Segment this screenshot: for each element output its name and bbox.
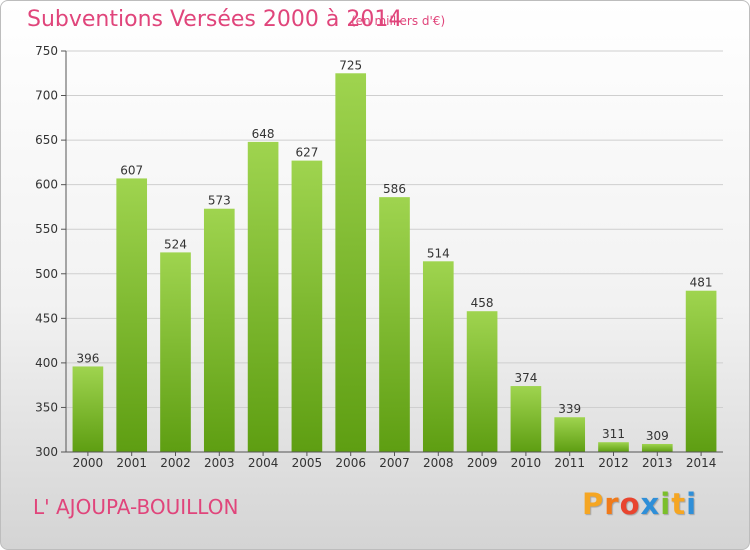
bar <box>379 197 410 452</box>
x-tick-label: 2002 <box>160 456 191 470</box>
x-tick-label: 2007 <box>379 456 410 470</box>
commune-name: L' AJOUPA-BOUILLON <box>33 495 239 519</box>
proxiti-logo[interactable]: Proxiti <box>582 487 697 521</box>
x-tick-label: 2000 <box>73 456 104 470</box>
y-tick-label: 550 <box>35 222 58 236</box>
bar-value-label: 627 <box>295 146 318 160</box>
bar-value-label: 311 <box>602 427 625 441</box>
bar <box>203 208 235 452</box>
bar-value-label: 339 <box>558 402 581 416</box>
y-tick-label: 300 <box>35 445 58 459</box>
y-tick-label: 500 <box>35 267 58 281</box>
x-tick-label: 2004 <box>248 456 279 470</box>
bar-value-label: 586 <box>383 182 406 196</box>
bars <box>72 73 717 453</box>
y-tick-label: 700 <box>35 89 58 103</box>
bar-value-label: 458 <box>471 296 494 310</box>
bar-value-label: 607 <box>120 163 143 177</box>
y-tick-label: 400 <box>35 356 58 370</box>
x-tick-label: 2013 <box>642 456 673 470</box>
bar-value-label: 524 <box>164 237 187 251</box>
bar <box>291 160 323 452</box>
logo-letter: r <box>604 487 620 521</box>
bar <box>554 417 586 452</box>
y-tick-label: 350 <box>35 400 58 414</box>
bar-value-label: 573 <box>208 194 231 208</box>
y-tick-label: 450 <box>35 311 58 325</box>
logo-letter: P <box>582 487 605 521</box>
bar-value-label: 309 <box>646 429 669 443</box>
chart-title: Subventions Versées 2000 à 2014 <box>27 7 403 32</box>
x-tick-label: 2001 <box>116 456 147 470</box>
bar <box>72 366 104 452</box>
x-tick-label: 2005 <box>292 456 323 470</box>
logo-letter: i <box>686 487 698 521</box>
x-tick-label: 2009 <box>467 456 498 470</box>
bar-value-label: 396 <box>76 351 99 365</box>
bar <box>466 311 498 452</box>
x-tick-label: 2012 <box>598 456 629 470</box>
bar-value-label: 481 <box>690 276 713 290</box>
y-tick-label: 750 <box>35 44 58 58</box>
bar-value-label: 648 <box>252 127 275 141</box>
x-tick-label: 2010 <box>511 456 542 470</box>
logo-letter: i <box>660 487 672 521</box>
logo-letter: o <box>619 487 641 521</box>
bar-value-label: 514 <box>427 246 450 260</box>
logo-letter: x <box>640 487 661 521</box>
bar-value-label: 725 <box>339 58 362 72</box>
bar <box>247 141 279 453</box>
bar <box>422 261 454 452</box>
x-tick-label: 2006 <box>335 456 366 470</box>
bar <box>510 386 542 452</box>
bar <box>335 73 367 453</box>
bar <box>641 443 673 452</box>
x-tick-label: 2014 <box>686 456 717 470</box>
bar <box>160 252 191 452</box>
x-tick-label: 2003 <box>204 456 235 470</box>
y-tick-label: 600 <box>35 178 58 192</box>
chart-subtitle: (en milliers d'€) <box>351 14 446 28</box>
bar <box>116 178 148 452</box>
x-tick-label: 2008 <box>423 456 454 470</box>
y-tick-label: 650 <box>35 133 58 147</box>
bar <box>685 290 717 452</box>
labels: 300 350 400 450 500 550 600 650 700 750 396 2000 607… <box>35 44 716 470</box>
logo-letter: t <box>671 487 687 521</box>
bar <box>598 442 629 452</box>
x-tick-label: 2011 <box>554 456 585 470</box>
bar-value-label: 374 <box>514 371 537 385</box>
axes <box>61 50 723 456</box>
